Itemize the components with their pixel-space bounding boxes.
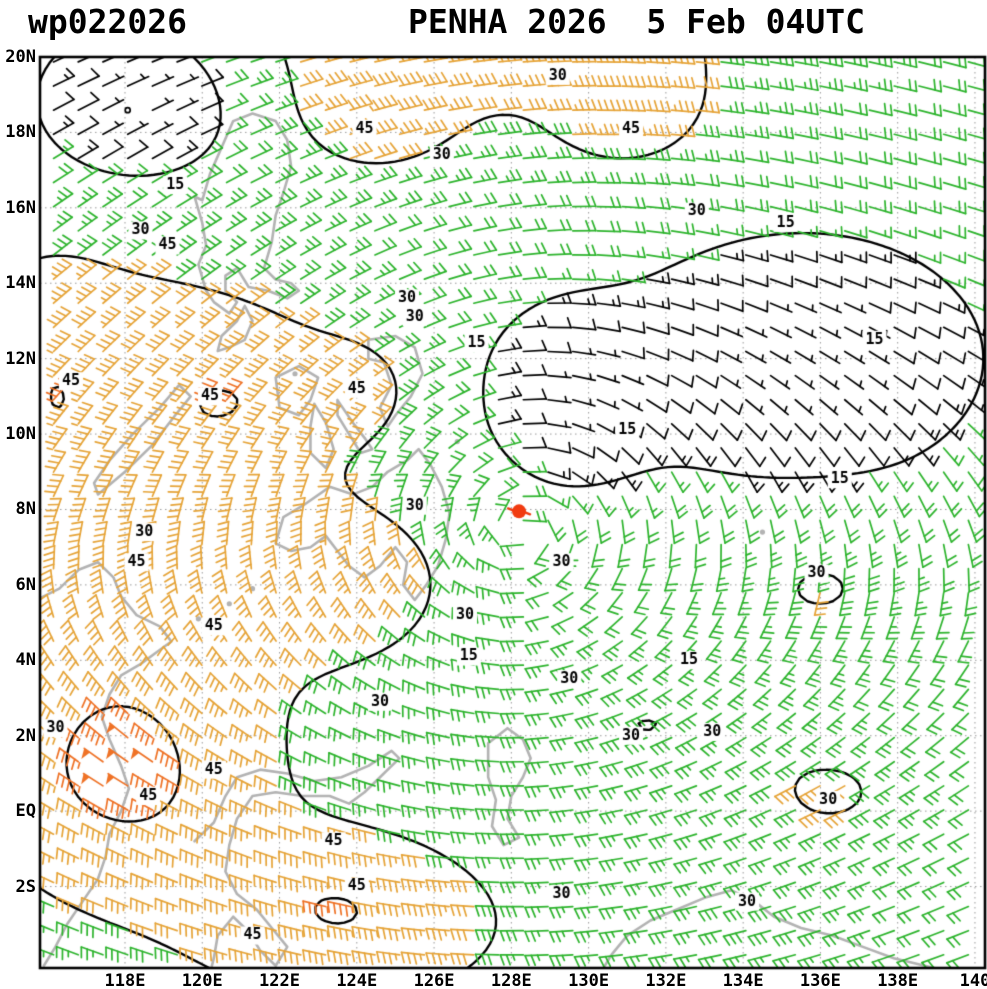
chart-header: wp022026 PENHA 2026 5 Feb 04UTC (0, 0, 987, 52)
lat-tick-label: 12N (5, 348, 36, 369)
lat-tick-label: 20N (5, 47, 36, 67)
lat-tick-label: 2N (15, 725, 36, 746)
lat-tick-label: 4N (15, 650, 36, 671)
lat-tick-label: 8N (15, 499, 36, 520)
lat-tick-label: 2S (15, 876, 36, 897)
lat-tick-label: 14N (5, 273, 36, 294)
chart-title: PENHA 2026 5 Feb 04UTC (408, 2, 865, 41)
lat-tick-label: 10N (5, 424, 36, 445)
lon-tick-label: 138E (877, 971, 919, 989)
lon-tick-label: 140 (959, 971, 987, 989)
lat-tick-label: 6N (15, 574, 36, 595)
lat-tick-label: 16N (5, 197, 36, 218)
lon-tick-label: 134E (722, 971, 764, 989)
lon-tick-label: 136E (799, 971, 841, 989)
lon-tick-label: 132E (645, 971, 687, 989)
lon-tick-label: 118E (104, 971, 146, 989)
lon-tick-label: 126E (413, 971, 455, 989)
storm-id-label: wp022026 (28, 2, 187, 41)
lat-tick-label: 18N (5, 122, 36, 143)
lon-tick-label: 120E (181, 971, 223, 989)
lon-tick-label: 122E (259, 971, 301, 989)
lon-tick-label: 130E (568, 971, 610, 989)
lon-tick-label: 124E (336, 971, 378, 989)
lon-tick-label: 128E (490, 971, 532, 989)
lat-tick-label: EQ (15, 801, 36, 822)
